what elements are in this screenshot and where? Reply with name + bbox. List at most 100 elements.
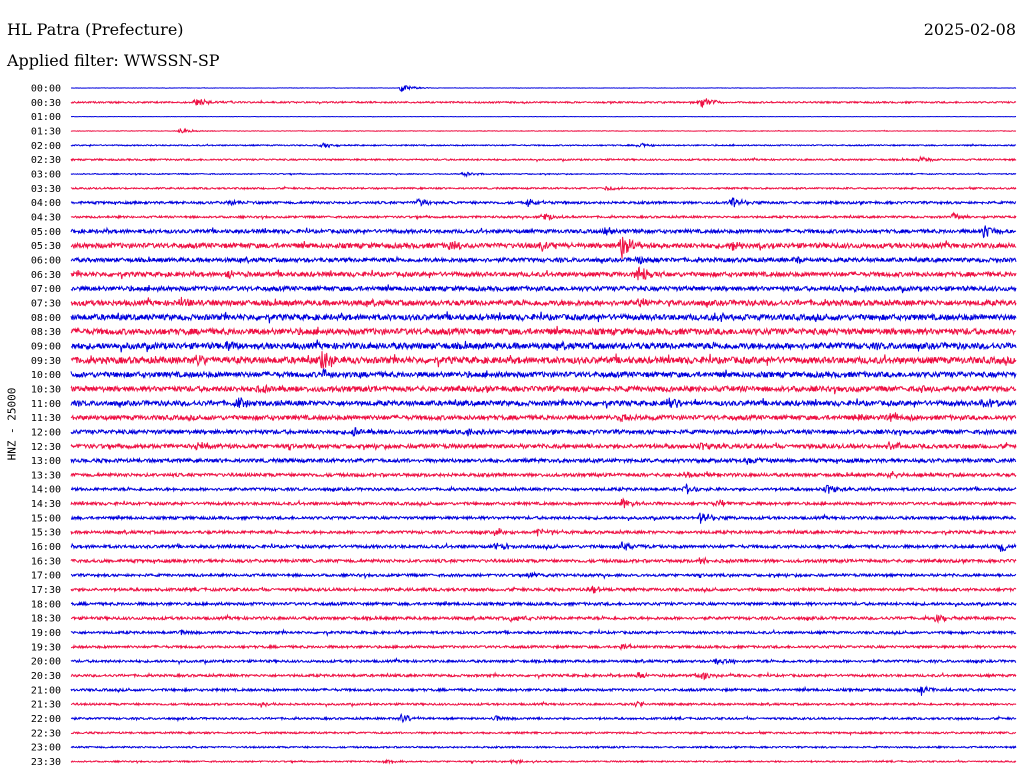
- row-label-0530: 05:30: [31, 241, 61, 252]
- trace-0300: [70, 171, 1017, 178]
- row-label-2230: 22:30: [31, 728, 61, 739]
- trace-0600: [70, 255, 1017, 265]
- row-label-0330: 03:30: [31, 184, 61, 195]
- row-label-1230: 12:30: [31, 442, 61, 453]
- trace-1900: [70, 628, 1017, 638]
- trace-2030: [70, 671, 1017, 681]
- trace-1630: [70, 556, 1017, 566]
- row-label-2000: 20:00: [31, 657, 61, 668]
- trace-1700: [70, 570, 1017, 580]
- row-label-0300: 03:00: [31, 169, 61, 180]
- trace-1930: [70, 642, 1017, 652]
- row-label-0730: 07:30: [31, 298, 61, 309]
- row-label-0700: 07:00: [31, 284, 61, 295]
- row-label-1900: 19:00: [31, 628, 61, 639]
- trace-2100: [70, 685, 1017, 696]
- trace-1130: [70, 412, 1017, 423]
- row-label-1130: 11:30: [31, 413, 61, 424]
- trace-1500: [70, 512, 1017, 524]
- trace-1300: [70, 456, 1017, 465]
- trace-2130: [70, 700, 1017, 709]
- row-label-2100: 21:00: [31, 685, 61, 696]
- row-label-0900: 09:00: [31, 341, 61, 352]
- row-label-1630: 16:30: [31, 556, 61, 567]
- row-label-1500: 15:00: [31, 513, 61, 524]
- row-label-1730: 17:30: [31, 585, 61, 596]
- trace-0000: [70, 84, 1017, 93]
- trace-0900: [70, 339, 1017, 353]
- row-label-0500: 05:00: [31, 227, 61, 238]
- trace-0430: [70, 211, 1017, 222]
- trace-0500: [70, 225, 1017, 239]
- row-label-0630: 06:30: [31, 270, 61, 281]
- trace-0630: [70, 266, 1017, 281]
- row-label-1600: 16:00: [31, 542, 61, 553]
- row-label-1200: 12:00: [31, 427, 61, 438]
- row-labels: 00:00 00:30 01:00 01:30 02:00 02:30 03:00 03:30…: [31, 84, 61, 769]
- trace-1000: [70, 367, 1017, 380]
- trace-1430: [70, 497, 1017, 509]
- row-label-0430: 04:30: [31, 212, 61, 223]
- row-label-2300: 23:00: [31, 743, 61, 754]
- row-label-0600: 06:00: [31, 255, 61, 266]
- row-label-0000: 00:00: [31, 84, 61, 95]
- trace-2330: [70, 758, 1017, 765]
- row-label-0830: 08:30: [31, 327, 61, 338]
- filter-prefix: Applied filter:: [7, 51, 119, 70]
- row-label-0400: 04:00: [31, 198, 61, 209]
- trace-1830: [70, 613, 1017, 624]
- filter-line: Applied filter: WWSSN-SP: [7, 51, 220, 70]
- trace-0100: [70, 115, 1017, 118]
- row-label-0130: 01:30: [31, 126, 61, 137]
- trace-0830: [70, 325, 1017, 337]
- trace-1230: [70, 441, 1017, 451]
- trace-0330: [70, 185, 1017, 191]
- trace-2000: [70, 657, 1017, 666]
- filter-name: WWSSN-SP: [123, 51, 220, 70]
- trace-1100: [70, 397, 1017, 409]
- row-label-1300: 13:00: [31, 456, 61, 467]
- trace-2300: [70, 744, 1017, 750]
- trace-0700: [70, 284, 1017, 294]
- trace-0400: [70, 197, 1017, 208]
- traces: [70, 84, 1017, 765]
- trace-0730: [70, 296, 1017, 308]
- row-label-1000: 10:00: [31, 370, 61, 381]
- trace-1730: [70, 585, 1017, 594]
- trace-1200: [70, 427, 1017, 438]
- row-label-0200: 02:00: [31, 141, 61, 152]
- trace-0200: [70, 142, 1017, 149]
- trace-0800: [70, 311, 1017, 324]
- row-label-1800: 18:00: [31, 599, 61, 610]
- row-label-1830: 18:30: [31, 614, 61, 625]
- row-label-2030: 20:30: [31, 671, 61, 682]
- row-label-2200: 22:00: [31, 714, 61, 725]
- trace-1800: [70, 600, 1017, 608]
- trace-0930: [70, 351, 1017, 369]
- row-label-1330: 13:30: [31, 470, 61, 481]
- row-label-1930: 19:30: [31, 642, 61, 653]
- trace-0130: [70, 127, 1017, 134]
- row-label-1100: 11:00: [31, 399, 61, 410]
- row-label-1700: 17:00: [31, 571, 61, 582]
- row-label-0800: 08:00: [31, 313, 61, 324]
- trace-1530: [70, 527, 1017, 537]
- row-label-2130: 21:30: [31, 700, 61, 711]
- row-label-0030: 00:30: [31, 98, 61, 109]
- plot-date: 2025-02-08: [923, 20, 1016, 39]
- row-label-0230: 02:30: [31, 155, 61, 166]
- trace-1030: [70, 383, 1017, 395]
- trace-0030: [70, 98, 1017, 108]
- row-label-1030: 10:30: [31, 384, 61, 395]
- station-title: HL Patra (Prefecture): [7, 20, 184, 39]
- row-label-2330: 23:30: [31, 757, 61, 768]
- trace-1600: [70, 541, 1017, 552]
- row-label-0930: 09:30: [31, 356, 61, 367]
- row-label-1400: 14:00: [31, 485, 61, 496]
- row-label-1430: 14:30: [31, 499, 61, 510]
- trace-2200: [70, 712, 1017, 724]
- trace-0230: [70, 155, 1017, 163]
- trace-1330: [70, 470, 1017, 480]
- row-label-1530: 15:30: [31, 528, 61, 539]
